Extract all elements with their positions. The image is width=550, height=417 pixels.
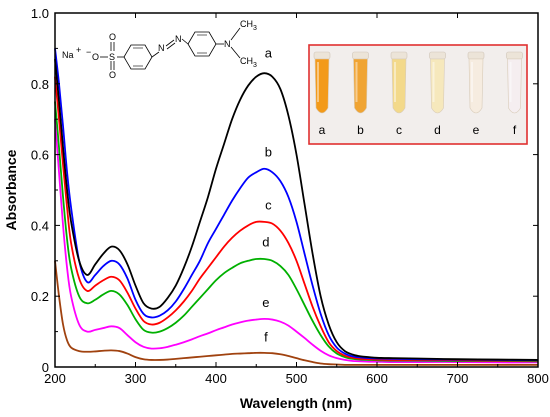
y-tick-label: 0.8	[31, 77, 49, 92]
vial-label: f	[513, 123, 517, 137]
vial-label: c	[396, 123, 402, 137]
azo-double-bond-2	[166, 42, 176, 50]
series-label-b: b	[265, 144, 272, 159]
series-label-c: c	[265, 197, 272, 212]
vial-cap	[429, 51, 446, 60]
sulfonyl-oxygen-bottom: O	[109, 70, 116, 80]
methyl-bottom-label: CH3	[240, 56, 257, 69]
azo-nitrogen-1: N	[158, 43, 165, 53]
sodium-charge: +	[76, 45, 81, 55]
vial-c: c	[390, 51, 408, 137]
vial-tube	[353, 58, 368, 114]
x-tick-label: 200	[44, 371, 66, 386]
azo-double-bond-1	[165, 39, 175, 47]
vial-label: b	[357, 123, 364, 137]
series-line-f	[54, 260, 538, 366]
vial-a: a	[313, 51, 331, 137]
sulfonyl-oxygen-top: O	[109, 32, 116, 42]
vial-tube	[314, 58, 330, 114]
oxygen-charge: −	[86, 47, 91, 57]
vial-highlight	[317, 62, 319, 102]
azo-ring-2-bond	[181, 38, 189, 45]
series-line-e	[54, 119, 539, 364]
vial-highlight	[432, 62, 435, 102]
vial-cap	[506, 51, 523, 60]
vial-label: a	[319, 123, 326, 137]
vial-b: b	[352, 51, 369, 137]
photo-frame	[308, 44, 528, 145]
series-label-layer: a b c d e f	[262, 45, 272, 344]
vial-tube	[507, 58, 522, 114]
vial-cap	[352, 51, 369, 60]
ring-1-azo-bond	[151, 51, 160, 58]
vial-layer: a b c d e f	[313, 51, 523, 137]
vial-highlight	[509, 62, 512, 102]
sulfur-label: S	[109, 52, 115, 62]
series-label-e: e	[262, 295, 269, 310]
y-tick-label: 0.4	[31, 218, 49, 233]
vial-highlight	[471, 62, 473, 102]
ticks-layer: 200 300 400 500 600 700 800 0 0.2 0.4 0.6 0.8 1.0	[31, 6, 549, 386]
vial-f: f	[506, 51, 523, 137]
vial-tube	[468, 58, 484, 114]
series-line-d	[54, 101, 539, 363]
x-tick-label: 800	[527, 371, 549, 386]
vial-e: e	[467, 51, 485, 137]
vial-cap	[313, 51, 331, 60]
y-tick-label: 0.6	[31, 148, 49, 163]
sodium-label: Na	[62, 50, 74, 60]
y-axis-title: Absorbance	[3, 149, 19, 230]
x-tick-label: 600	[366, 371, 388, 386]
vial-photo-inset: a b c d e f	[308, 44, 528, 145]
x-tick-label: 700	[447, 371, 469, 386]
series-label-a: a	[265, 45, 273, 60]
amine-methyl-top-bond	[230, 27, 241, 41]
series-line-c	[54, 76, 539, 362]
vial-label: e	[473, 123, 480, 137]
vial-tube	[430, 58, 445, 114]
vial-cap	[467, 51, 485, 60]
y-tick-label: 0	[42, 360, 49, 375]
vial-d: d	[429, 51, 446, 137]
series-layer	[54, 48, 539, 366]
chemical-structure-inset: Na + − O S O O N N N CH3 CH3	[62, 19, 257, 80]
azo-nitrogen-2: N	[175, 34, 182, 44]
vial-tube	[391, 58, 407, 114]
series-label-f: f	[264, 330, 268, 345]
x-tick-label: 300	[125, 371, 147, 386]
vial-cap	[390, 51, 408, 60]
x-tick-label: 400	[205, 371, 227, 386]
series-line-a	[54, 58, 539, 361]
series-line-b	[54, 48, 539, 362]
methyl-top-label: CH3	[240, 19, 257, 32]
y-tick-label: 0.2	[31, 289, 49, 304]
vial-highlight	[355, 62, 358, 102]
amine-nitrogen: N	[224, 39, 231, 49]
vial-highlight	[394, 62, 396, 102]
amine-methyl-bottom-bond	[230, 46, 241, 59]
vial-label: d	[434, 123, 441, 137]
oxygen-minus-label: O	[92, 52, 99, 62]
series-label-d: d	[262, 235, 269, 250]
y-tick-label: 1.0	[31, 6, 49, 21]
x-tick-label: 500	[286, 371, 308, 386]
x-axis-title: Wavelength (nm)	[240, 395, 352, 411]
